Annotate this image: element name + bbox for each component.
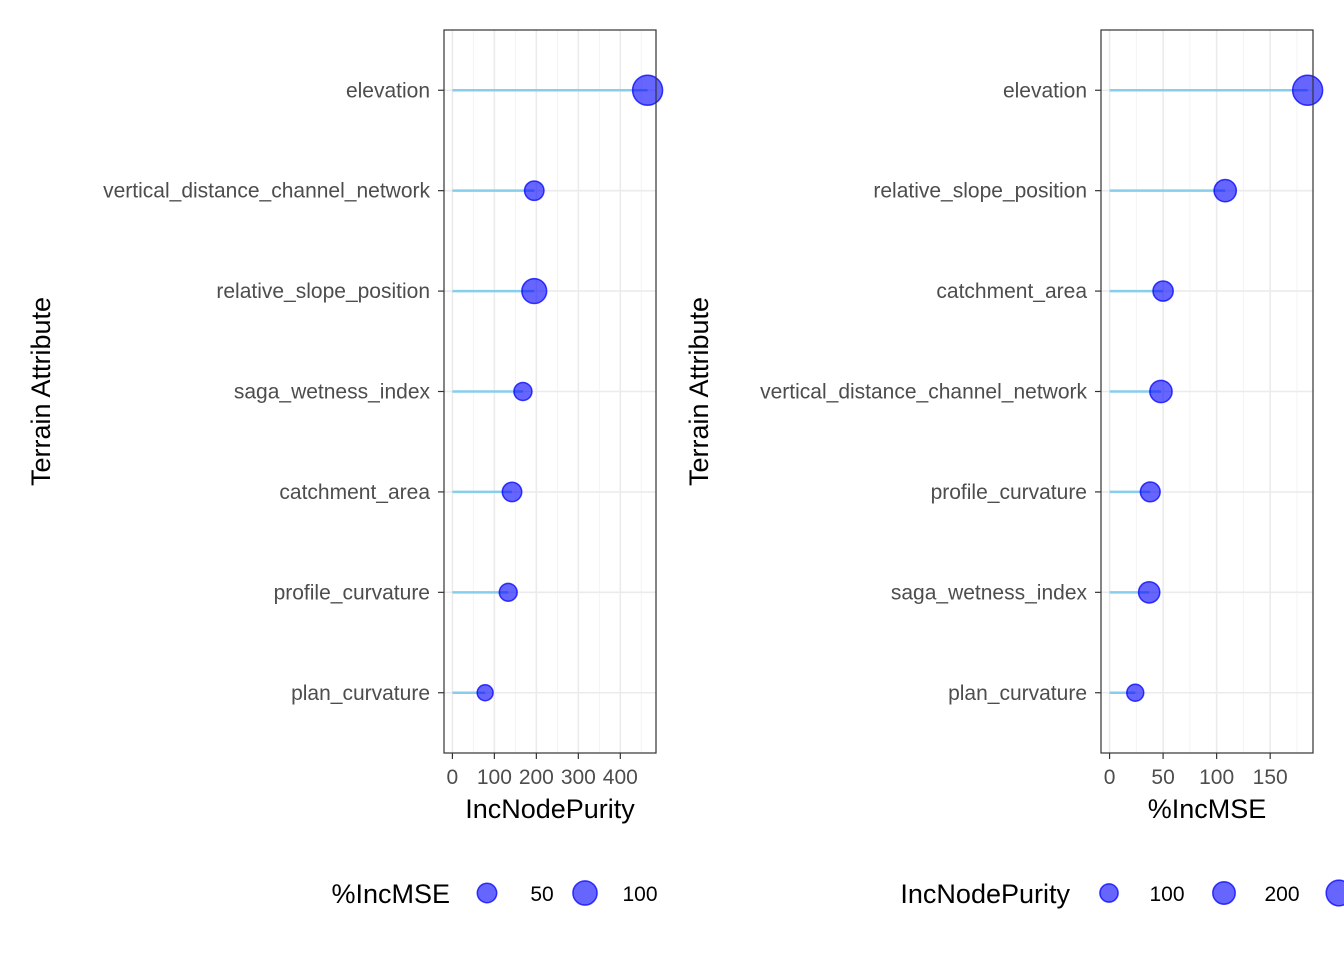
x-tick-label: 0 <box>447 766 459 789</box>
y-tick-label: saga_wetness_index <box>234 381 431 404</box>
y-tick-label: vertical_distance_channel_network <box>103 180 430 203</box>
lollipop-point-vertical-distance-channel-network <box>523 180 545 202</box>
y-tick-label: relative_slope_position <box>216 280 430 303</box>
x-tick-label: 400 <box>603 766 638 789</box>
x-tick-label: 100 <box>477 766 512 789</box>
lollipop-point-catchment-area <box>501 481 523 503</box>
y-tick-label: relative_slope_position <box>873 180 1087 203</box>
incmse-chart: elevation relative_slope_position catchmen… <box>684 29 1344 909</box>
incnodepurity-chart: elevation vertical_distance_channel_netwo… <box>26 29 664 909</box>
x-tick-label: 200 <box>519 766 554 789</box>
lollipop-point-elevation <box>1291 74 1324 106</box>
lollipop-point-relative-slope-position <box>521 277 548 305</box>
lollipop-point-plan-curvature <box>1126 683 1145 703</box>
legend-label: 100 <box>622 883 657 906</box>
y-axis-title: Terrain Attribute <box>26 297 56 486</box>
legend-key <box>1099 883 1119 903</box>
lollipop-point-saga-wetness-index <box>513 381 533 402</box>
x-tick-label: 300 <box>561 766 596 789</box>
legend-title: IncNodePurity <box>900 879 1070 909</box>
lollipop-point-profile-curvature <box>1139 481 1161 503</box>
y-tick-label: elevation <box>1003 79 1087 102</box>
x-axis-title: IncNodePurity <box>465 794 635 824</box>
legend-label: 200 <box>1264 883 1299 906</box>
y-tick-label: saga_wetness_index <box>891 581 1088 604</box>
y-tick-label: catchment_area <box>936 280 1087 303</box>
legend-label: 50 <box>530 883 553 906</box>
y-tick-label: elevation <box>346 79 430 102</box>
lollipop-point-profile-curvature <box>498 582 518 603</box>
x-tick-label: 0 <box>1104 766 1116 789</box>
legend-key <box>1212 881 1236 905</box>
lollipop-point-relative-slope-position <box>1213 178 1238 203</box>
y-tick-label: profile_curvature <box>931 481 1087 504</box>
lollipop-point-vertical-distance-channel-network <box>1149 379 1173 404</box>
legend-key <box>476 882 498 904</box>
lollipop-point-plan-curvature <box>476 684 494 702</box>
y-tick-label: plan_curvature <box>948 682 1087 705</box>
legend-key <box>572 880 598 906</box>
legend-title: %IncMSE <box>331 879 450 909</box>
legend-label: 100 <box>1149 883 1184 906</box>
y-tick-label: profile_curvature <box>274 581 430 604</box>
x-tick-label: 150 <box>1253 766 1288 789</box>
y-tick-label: plan_curvature <box>291 682 430 705</box>
x-tick-label: 50 <box>1151 766 1174 789</box>
y-tick-label: catchment_area <box>279 481 430 504</box>
y-tick-label: vertical_distance_channel_network <box>760 381 1087 404</box>
lollipop-point-elevation <box>631 74 664 106</box>
lollipop-point-catchment-area <box>1152 280 1174 302</box>
legend-key <box>1325 879 1344 907</box>
x-axis-title: %IncMSE <box>1148 794 1267 824</box>
y-axis-title: Terrain Attribute <box>684 297 714 486</box>
lollipop-point-saga-wetness-index <box>1137 580 1161 604</box>
x-tick-label: 100 <box>1199 766 1234 789</box>
